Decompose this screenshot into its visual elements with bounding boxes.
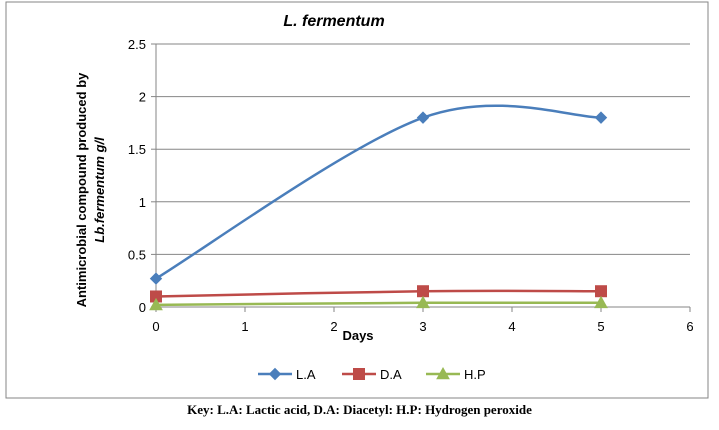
x-tick-label: 5: [597, 319, 604, 334]
legend-label: L.A: [296, 367, 316, 382]
x-tick-label: 0: [152, 319, 159, 334]
y-tick-label: 2: [139, 90, 146, 105]
y-tick-label: 1.5: [128, 142, 146, 157]
data-point: [149, 272, 163, 285]
x-tick-label: 2: [330, 319, 337, 334]
y-tick-labels: 0 0.5 1 1.5 2 2.5: [128, 37, 146, 315]
x-tick-label: 6: [686, 319, 693, 334]
data-point: [594, 111, 608, 124]
data-point: [417, 285, 429, 298]
legend-label: D.A: [380, 367, 402, 382]
x-tick-label: 4: [508, 319, 515, 334]
data-point: [416, 111, 430, 124]
x-axis-label: Days: [342, 328, 373, 343]
svg-text:Antimicrobial compound produce: Antimicrobial compound produced by: [74, 72, 89, 308]
series-layer: [149, 104, 608, 311]
data-point: [416, 295, 430, 309]
series-line: [155, 104, 602, 280]
line-chart: 0 0.5 1 1.5 2 2.5 0 1 2 3 4 5 6 L. fermentum Days A…: [5, 1, 709, 399]
legend-item: D.A: [342, 367, 402, 382]
series-line: [155, 301, 602, 307]
series-2: [149, 295, 608, 311]
chart-frame: [5, 1, 709, 399]
y-tick-label: 0: [139, 300, 146, 315]
data-point: [594, 295, 608, 309]
legend: L.A D.A H.P: [258, 366, 486, 382]
gridlines: [151, 43, 690, 308]
legend-item: H.P: [426, 366, 486, 382]
series-0: [149, 104, 608, 285]
caption-key: Key: L.A: Lactic acid, D.A: Diacetyl: H.…: [187, 402, 532, 417]
legend-marker: [436, 366, 450, 380]
y-axis-label: Antimicrobial compound produced by Lb.fe…: [74, 72, 107, 308]
y-tick-label: 1: [139, 195, 146, 210]
y-tick-label: 2.5: [128, 37, 146, 52]
x-tick-label: 1: [241, 319, 248, 334]
chart-title: L. fermentum: [283, 13, 384, 30]
x-tick-label: 3: [419, 319, 426, 334]
series-line: [155, 289, 602, 298]
legend-label: H.P: [464, 367, 486, 382]
y-tick-label: 0.5: [128, 247, 146, 262]
data-point: [595, 285, 607, 298]
x-tick-labels: 0 1 2 3 4 5 6: [152, 319, 693, 334]
legend-marker: [353, 368, 365, 380]
legend-item: L.A: [258, 367, 316, 382]
legend-marker: [268, 367, 282, 381]
svg-text:Lb.fermentum g/l: Lb.fermentum g/l: [92, 137, 107, 243]
data-point: [149, 297, 163, 311]
